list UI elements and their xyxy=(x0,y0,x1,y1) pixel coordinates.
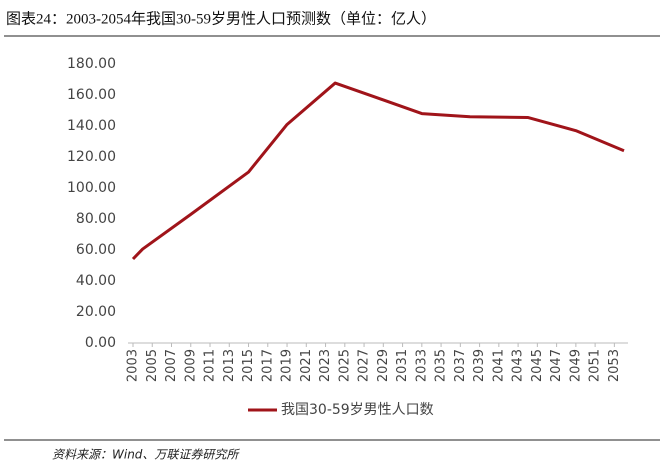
x-tick-label: 2007 xyxy=(164,349,179,382)
chart-title: 图表24：2003-2054年我国30-59岁男性人口预测数（单位：亿人） xyxy=(6,10,436,27)
x-tick-label: 2025 xyxy=(337,349,352,382)
y-tick-label: 100.00 xyxy=(67,180,116,196)
x-tick-label: 2019 xyxy=(280,349,295,382)
x-tick-label: 2005 xyxy=(145,349,160,382)
y-tick-label: 160.00 xyxy=(67,87,116,103)
y-tick-label: 180.00 xyxy=(67,56,116,72)
x-tick-label: 2015 xyxy=(241,349,256,382)
y-tick-label: 0.00 xyxy=(85,335,116,351)
source: 资料来源：Wind、万联证券研究所 xyxy=(52,448,240,462)
x-tick-label: 2003 xyxy=(126,349,141,382)
x-tick-label: 2017 xyxy=(260,349,275,382)
x-tick-label: 2039 xyxy=(472,349,487,382)
x-tick-label: 2043 xyxy=(511,349,526,382)
x-tick-label: 2049 xyxy=(568,349,583,382)
x-tick-label: 2011 xyxy=(203,349,218,382)
legend-label: 我国30-59岁男性人口数 xyxy=(281,402,434,418)
y-tick-label: 80.00 xyxy=(76,211,116,227)
x-tick-label: 2051 xyxy=(588,349,603,382)
x-tick-label: 2013 xyxy=(222,349,237,382)
x-tick-label: 2029 xyxy=(376,349,391,382)
x-tick-label: 2023 xyxy=(318,349,333,382)
x-tick-label: 2031 xyxy=(395,349,410,382)
x-tick-label: 2053 xyxy=(607,349,622,382)
x-tick-label: 2037 xyxy=(453,349,468,382)
x-tick-label: 2047 xyxy=(549,349,564,382)
y-tick-label: 20.00 xyxy=(76,304,116,320)
x-tick-label: 2009 xyxy=(183,349,198,382)
y-tick-label: 140.00 xyxy=(67,118,116,134)
line-series xyxy=(131,81,625,261)
y-tick-label: 40.00 xyxy=(76,273,116,289)
x-tick-label: 2035 xyxy=(434,349,449,382)
x-tick-label: 2027 xyxy=(357,349,372,382)
x-tick-label: 2021 xyxy=(299,349,314,382)
y-tick-label: 60.00 xyxy=(76,242,116,258)
y-tick-label: 120.00 xyxy=(67,149,116,165)
x-tick-label: 2033 xyxy=(414,349,429,382)
x-tick-label: 2045 xyxy=(530,349,545,382)
x-tick-label: 2041 xyxy=(491,349,506,382)
